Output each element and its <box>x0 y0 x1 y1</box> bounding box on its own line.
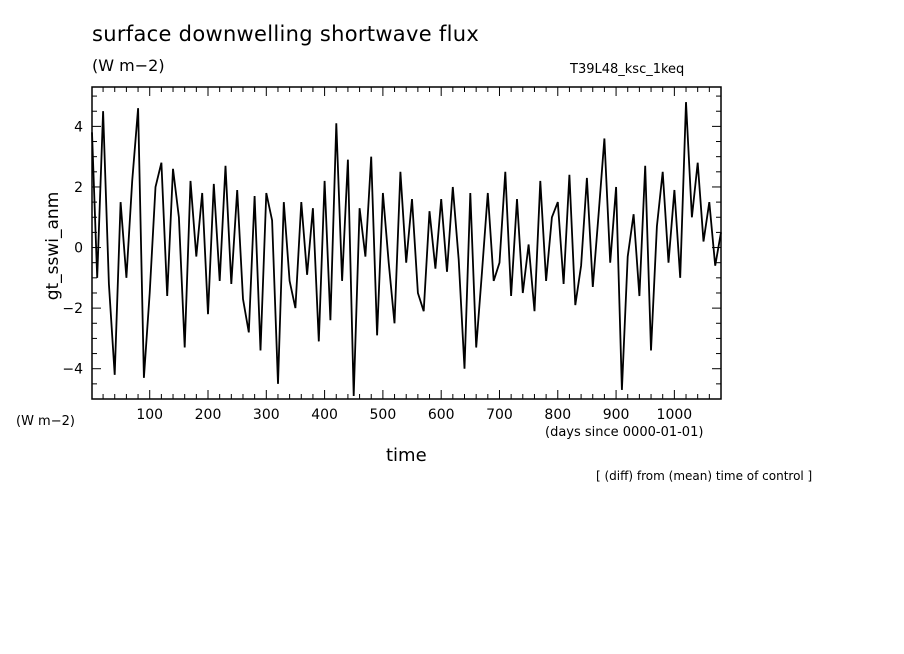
x-tick-label: 1000 <box>657 407 693 423</box>
x-tick-label: 100 <box>136 407 163 423</box>
x-tick-label: 900 <box>603 407 630 423</box>
y-units-label: (W m−2) <box>16 414 75 429</box>
plot-frame <box>91 86 722 400</box>
x-tick-label: 700 <box>486 407 513 423</box>
x-tick-label: 800 <box>544 407 571 423</box>
x-tick-label: 500 <box>370 407 397 423</box>
y-tick-label: −4 <box>62 362 83 378</box>
x-tick-label: 300 <box>253 407 280 423</box>
tick-labels: 100 200 300 400 500 600 700 800 900 1000 −4 −2 0 2 4 <box>62 119 692 423</box>
x-tick-label: 600 <box>428 407 455 423</box>
y-tick-label: 2 <box>74 180 83 196</box>
run-label: T39L48_ksc_1keq <box>570 62 685 77</box>
series-line <box>91 102 722 397</box>
y-tick-label: 4 <box>74 119 83 135</box>
axis-ticks <box>92 87 722 400</box>
x-tick-label: 400 <box>311 407 338 423</box>
chart-title: surface downwelling shortwave flux <box>92 22 480 46</box>
comparison-note: [ (diff) from (mean) time of control ] <box>596 469 813 483</box>
y-tick-label: 0 <box>74 241 83 257</box>
x-axis-label: time <box>386 445 427 466</box>
x-tick-label: 200 <box>195 407 222 423</box>
units-label: (W m−2) <box>92 56 165 75</box>
y-tick-label: −2 <box>62 301 83 317</box>
x-units-label: (days since 0000-01-01) <box>545 425 704 440</box>
